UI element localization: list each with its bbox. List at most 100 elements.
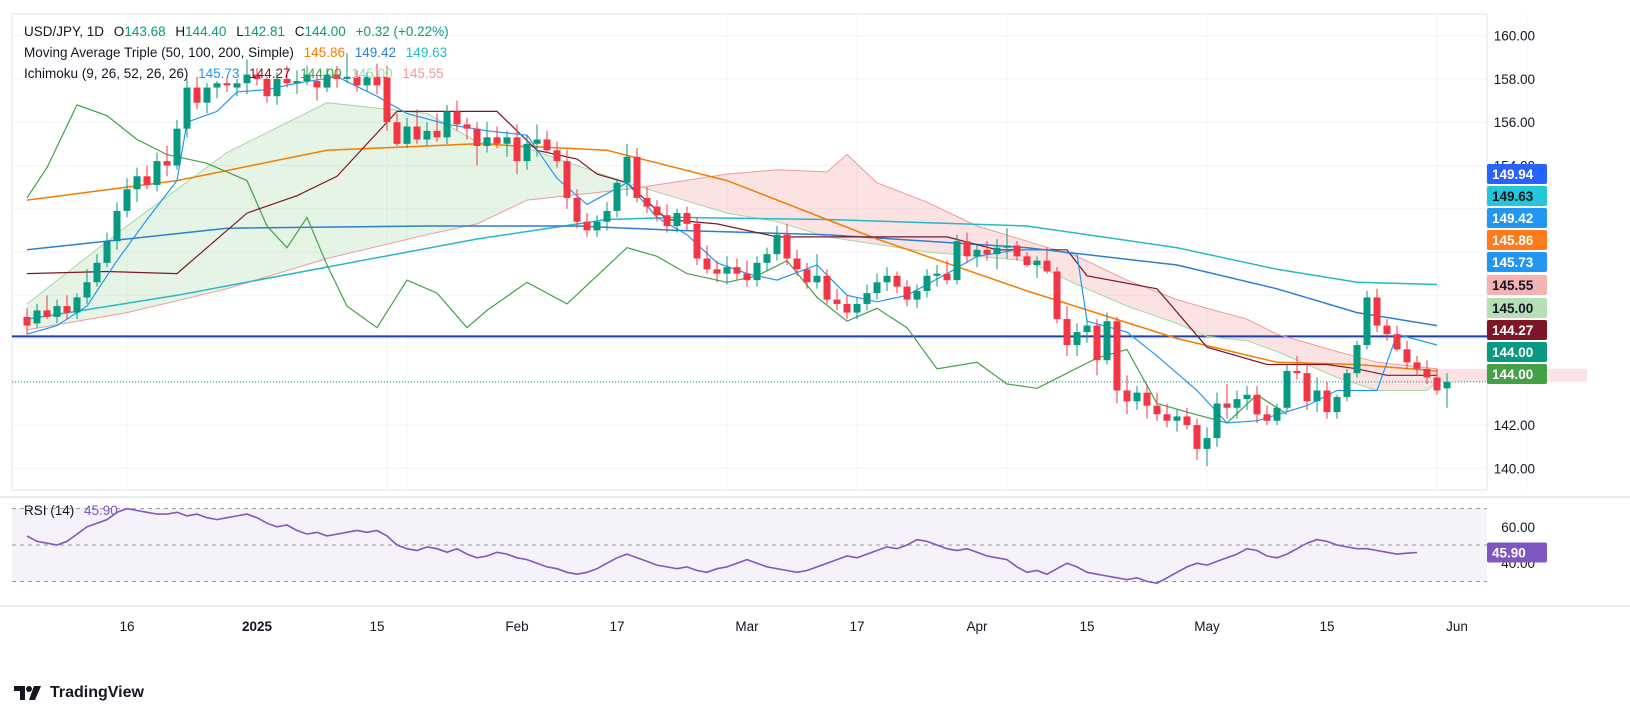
time-axis[interactable]: 16 2025 15 Feb 17 Mar 17 Apr 15 May 15 Jun [119, 619, 1467, 634]
candle-body [1093, 325, 1101, 361]
candle-body [143, 176, 151, 185]
candle-body [1183, 416, 1191, 426]
time-tick-label: 15 [1319, 619, 1334, 634]
price-badge-label: 149.42 [1492, 211, 1533, 226]
candle [1353, 340, 1361, 378]
candle [503, 130, 511, 157]
tenkan-value: 145.73 [198, 66, 240, 81]
candle-body [1233, 399, 1241, 408]
candle [783, 223, 791, 265]
candle-body [193, 87, 201, 103]
ma50-line [26, 143, 1438, 372]
cloud-segment [257, 132, 267, 280]
candle-body [573, 197, 581, 222]
ma50-value: 145.86 [303, 45, 345, 60]
price-tick-label: 160.00 [1494, 29, 1535, 44]
low-label: L [236, 24, 244, 39]
candle-body [843, 303, 851, 313]
ichimoku-label: Ichimoku (9, 26, 52, 26, 26) [24, 66, 189, 81]
cloud-segment [317, 102, 327, 262]
price-tick-label: 158.00 [1494, 72, 1535, 87]
candle [1253, 386, 1261, 423]
candle [1383, 319, 1391, 341]
candle [583, 213, 591, 237]
candle-body [453, 111, 461, 125]
chikou-span-line [26, 104, 1288, 424]
candle-body [1263, 414, 1271, 421]
candle [773, 226, 781, 261]
cloud-segment [917, 198, 927, 252]
candle [1073, 323, 1081, 356]
cloud-segment [1557, 368, 1567, 382]
cloud-segment [1137, 284, 1147, 314]
candle [313, 74, 321, 101]
candle [1143, 383, 1151, 419]
candle [903, 280, 911, 307]
candle-body [783, 234, 791, 259]
candle [563, 150, 571, 209]
price-badges: 149.94 149.63 149.42 145.86 145.73 145.55 145.… [1487, 164, 1547, 563]
cloud-segment [1107, 270, 1117, 302]
candle [1413, 355, 1421, 376]
candle [1443, 373, 1451, 408]
candle-body [1153, 405, 1161, 415]
cloud-segment [577, 165, 587, 195]
candle-body [373, 76, 381, 86]
candle-body [1413, 362, 1421, 369]
candle-body [83, 282, 91, 298]
candle-body [263, 78, 271, 97]
candle [83, 269, 91, 304]
candle [523, 135, 531, 170]
cloud-segment [817, 171, 827, 237]
candle [193, 76, 201, 110]
cloud-segment [347, 104, 357, 254]
price-axis[interactable]: 160.00158.00156.00154.00142.00140.0060.0… [1494, 29, 1535, 572]
chikou-value: 144.00 [300, 66, 342, 81]
close-value: 144.00 [304, 24, 346, 39]
candle [483, 122, 491, 153]
tradingview-logo[interactable]: TradingView [14, 684, 144, 702]
candle-body [33, 310, 41, 324]
cloud-segment [927, 202, 937, 253]
candle [913, 284, 921, 309]
candle [1423, 360, 1431, 384]
candle-body [183, 87, 191, 129]
candle-body [413, 126, 421, 140]
candle [473, 122, 481, 166]
cloud-segment [877, 182, 887, 246]
candle [373, 63, 381, 95]
price-badge-bg [1487, 230, 1547, 250]
cloud-segment [427, 113, 437, 235]
price-badge-label: 144.00 [1492, 367, 1533, 382]
ma100-value: 149.42 [354, 45, 397, 60]
cloud-segment [247, 137, 257, 283]
cloud-segment [1097, 265, 1107, 298]
candle-body [603, 210, 611, 222]
candle [1033, 256, 1041, 278]
candle-body [873, 282, 881, 294]
price-badge-label: 145.00 [1492, 301, 1533, 316]
candle [1403, 340, 1411, 369]
candle [1433, 368, 1441, 395]
price-badge-bg [1487, 320, 1547, 340]
candle-body [253, 74, 261, 79]
cloud-segment [1247, 319, 1257, 345]
candle-body [793, 258, 801, 270]
candle [643, 187, 651, 214]
candle-body [1253, 394, 1261, 415]
time-tick-label: Apr [966, 619, 988, 634]
candle [253, 68, 261, 86]
cloud-segment [1077, 256, 1087, 289]
candle [943, 260, 951, 285]
candle-body [893, 275, 901, 287]
candle [1243, 386, 1251, 410]
candle [223, 76, 231, 92]
candle [1133, 386, 1141, 410]
candle-body [753, 262, 761, 281]
price-badge-label: 149.94 [1492, 167, 1534, 182]
cloud-segment [1207, 308, 1217, 338]
cloud-segment [497, 144, 507, 215]
candle-body [533, 139, 541, 144]
ohlc-values: O143.68 H144.40 L142.81 C144.00 +0.32 (+… [114, 24, 455, 39]
